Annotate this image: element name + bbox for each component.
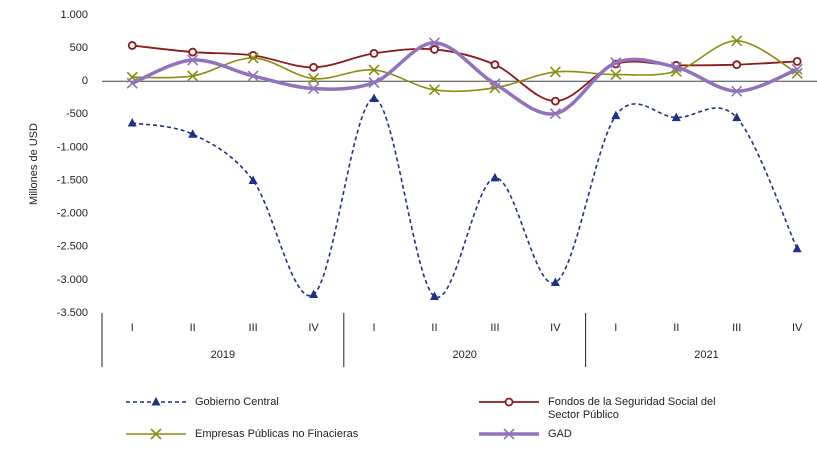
marker: [610, 69, 622, 81]
y-tick-label: -2.500: [57, 241, 88, 253]
y-tick-label: -3.000: [57, 274, 88, 286]
y-axis-label: Millones de USD: [28, 123, 40, 205]
marker: [308, 73, 320, 85]
x-tick-label: I: [372, 322, 375, 334]
y-tick-label: -3.500: [57, 307, 88, 319]
x-tick-label: II: [190, 322, 196, 334]
marker: [247, 70, 259, 82]
marker: [187, 54, 199, 66]
marker: [309, 62, 318, 72]
marker: [792, 243, 802, 253]
group-label: 2019: [211, 349, 235, 361]
series-line: [132, 44, 798, 102]
marker: [732, 112, 742, 122]
marker: [188, 47, 198, 57]
y-tick-label: -1.000: [57, 141, 88, 153]
marker: [549, 66, 561, 78]
y-tick-label: -1.500: [57, 174, 88, 186]
marker: [127, 117, 137, 127]
x-tick-label: III: [490, 322, 499, 334]
y-tick-label: -500: [66, 108, 88, 120]
marker: [731, 35, 743, 47]
x-tick-label: II: [673, 322, 679, 334]
x-tick-label: III: [732, 322, 741, 334]
marker: [550, 277, 560, 287]
marker: [429, 291, 439, 300]
marker: [187, 70, 199, 82]
x-tick-label: IV: [792, 322, 803, 334]
series: [127, 93, 802, 300]
marker: [792, 56, 802, 66]
group-label: 2020: [452, 349, 476, 361]
marker: [247, 52, 259, 64]
marker: [610, 57, 622, 69]
marker: [428, 37, 441, 49]
marker: [369, 93, 379, 102]
marker: [550, 96, 560, 106]
x-tick-label: IV: [308, 322, 319, 334]
marker: [428, 84, 441, 96]
series-line: [131, 41, 798, 116]
y-tick-label: -2.000: [57, 208, 88, 220]
marker: [791, 63, 803, 75]
marker: [188, 129, 198, 138]
x-tick-label: I: [614, 322, 617, 334]
marker: [368, 64, 380, 76]
marker: [126, 77, 138, 89]
series-line: [132, 40, 798, 93]
marker: [731, 85, 743, 97]
marker: [490, 172, 500, 182]
y-tick-label: 500: [70, 42, 88, 54]
series: [127, 41, 802, 106]
x-tick-label: I: [131, 322, 134, 334]
series: [126, 37, 803, 120]
marker: [490, 60, 500, 70]
x-tick-label: IV: [550, 322, 561, 334]
marker: [732, 60, 742, 70]
y-tick-label: 1.000: [60, 9, 88, 21]
marker: [368, 76, 380, 89]
x-tick-label: III: [249, 322, 258, 334]
marker: [308, 82, 320, 95]
marker: [127, 41, 137, 50]
marker: [369, 49, 379, 58]
marker: [309, 289, 319, 298]
marker: [611, 110, 621, 120]
x-tick-label: II: [431, 322, 437, 334]
marker: [430, 45, 439, 54]
marker: [248, 175, 258, 185]
series-line: [132, 97, 798, 298]
marker: [670, 61, 682, 73]
marker: [549, 108, 561, 120]
marker: [489, 78, 501, 90]
marker: [671, 112, 681, 122]
group-label: 2021: [694, 349, 718, 361]
y-tick-label: 0: [82, 75, 88, 87]
